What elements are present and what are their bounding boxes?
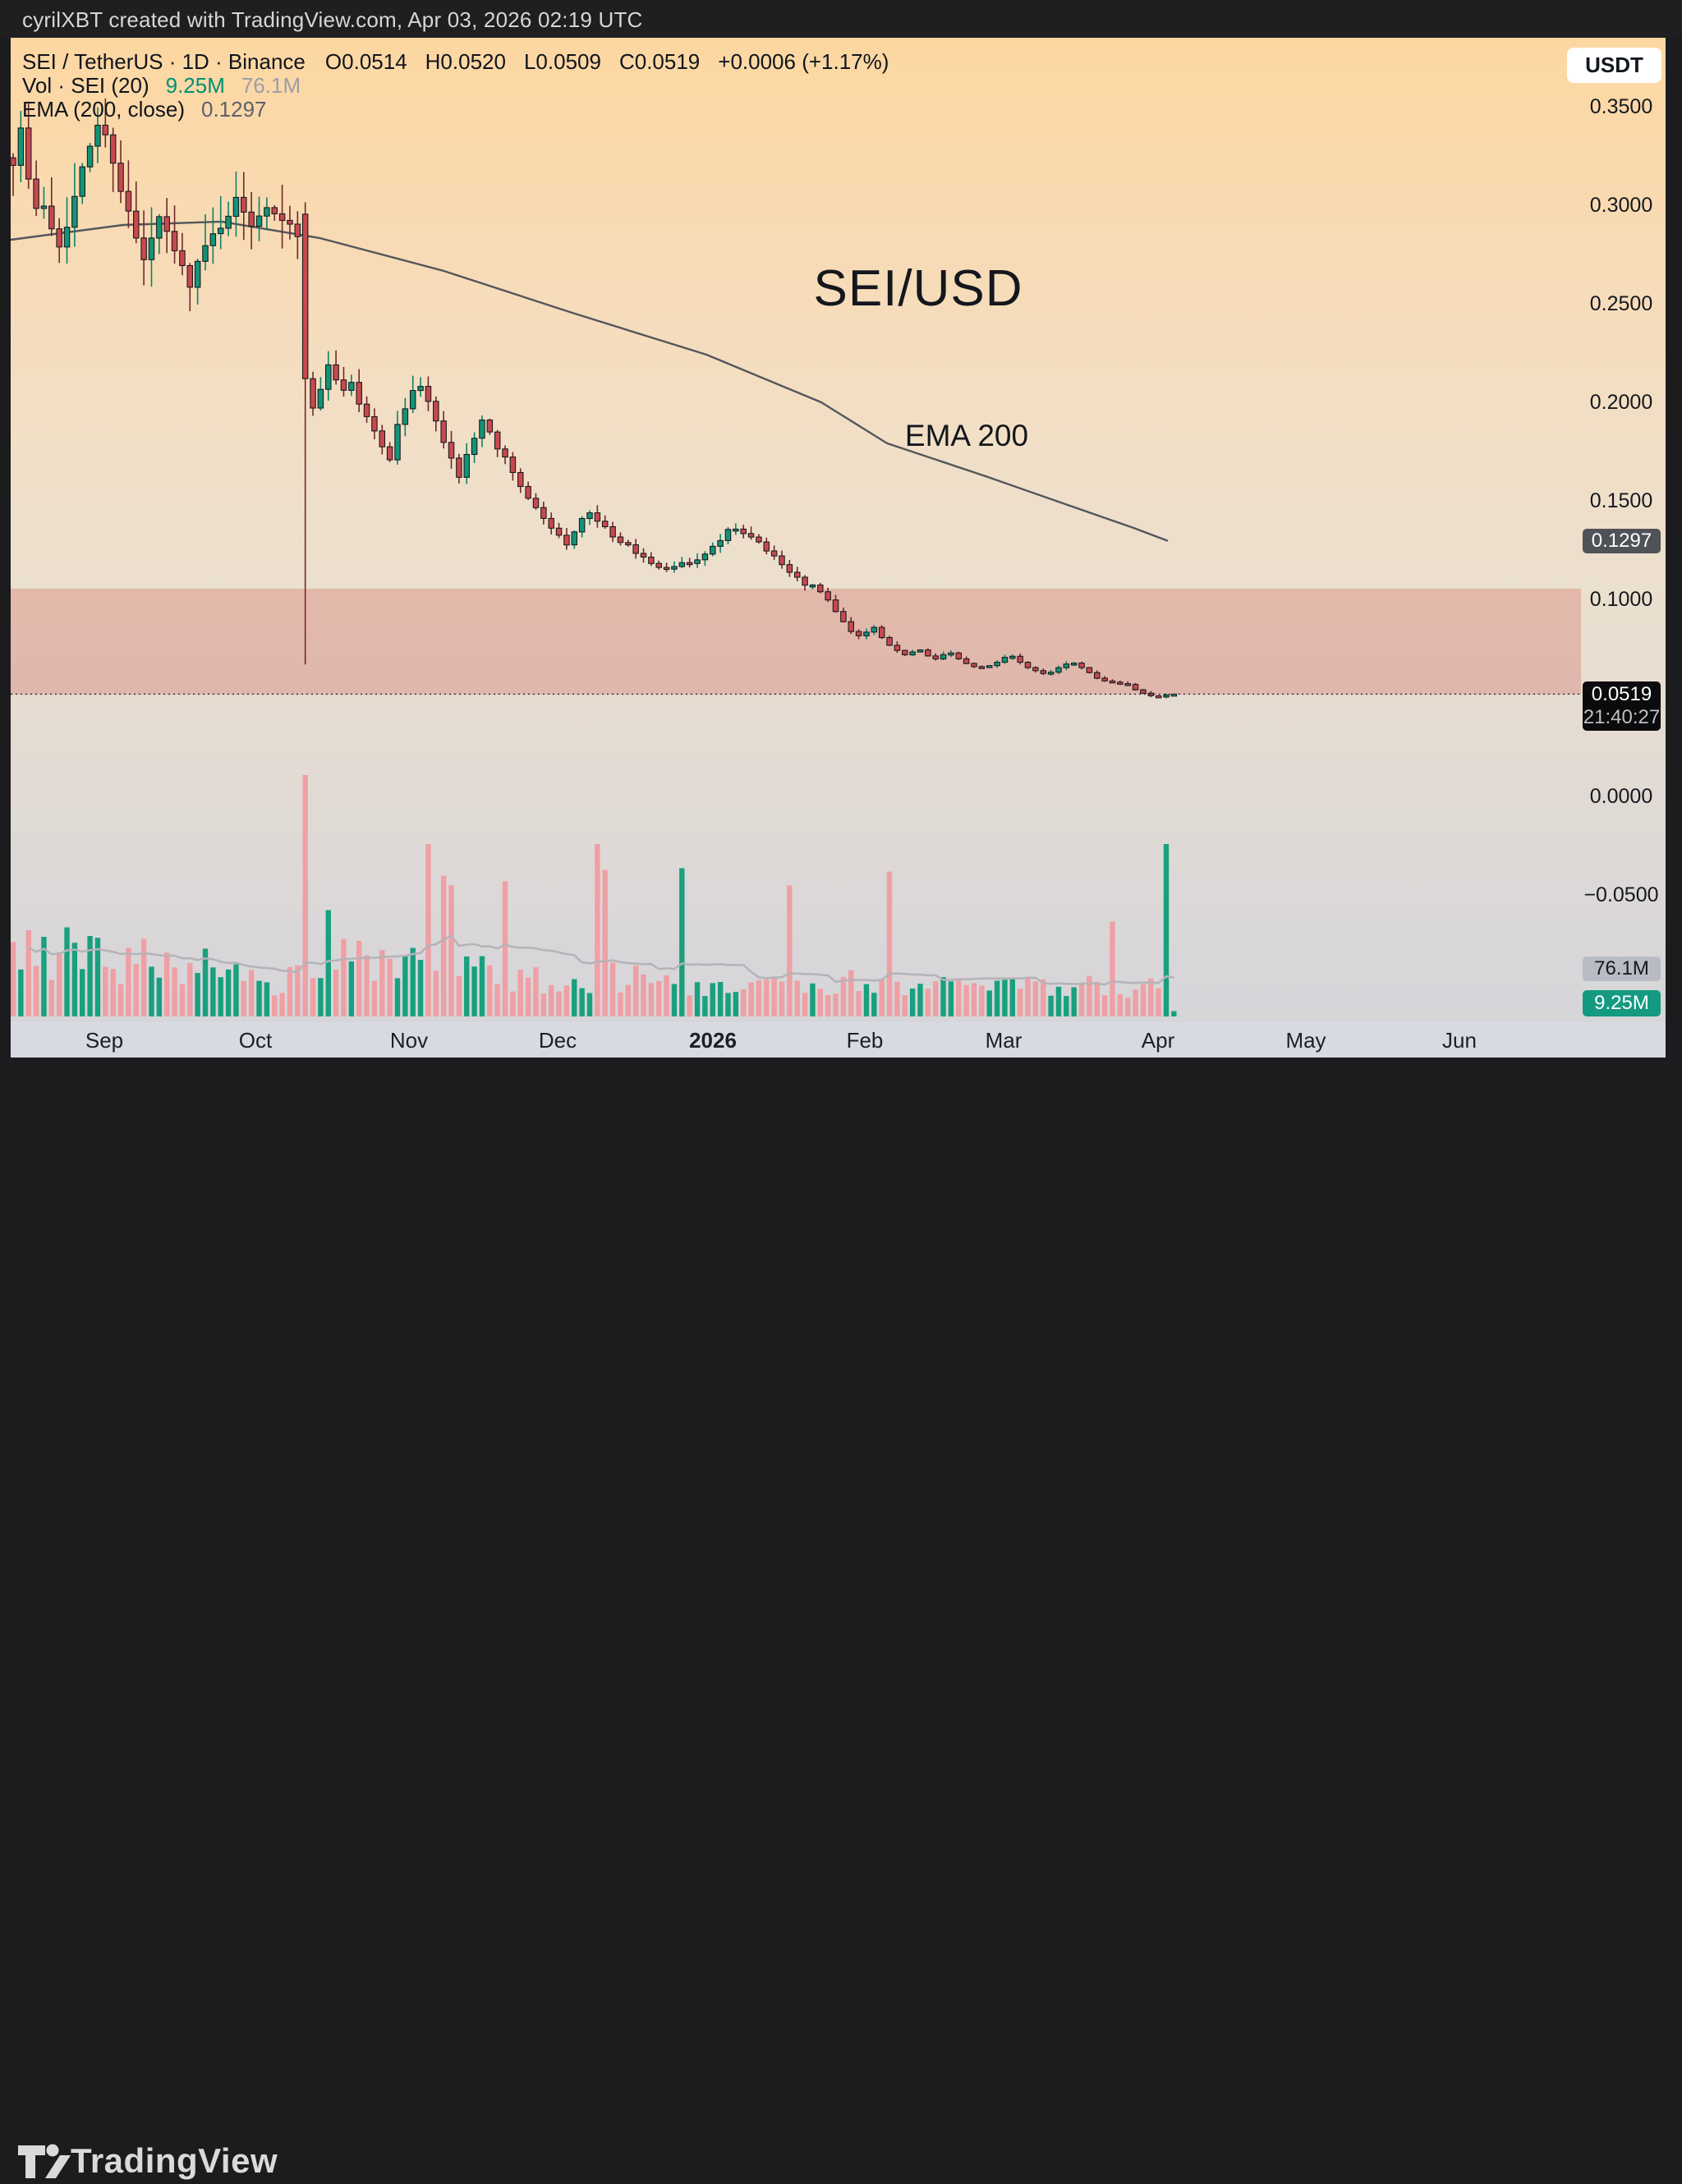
time-tick-label: Jun [1442, 1028, 1477, 1053]
price-tick-label: 0.2000 [1589, 391, 1653, 414]
chart-pane[interactable]: SEI / TetherUS · 1D · Binance O0.0514 H0.0… [11, 38, 1666, 1058]
time-tick-label: Oct [238, 1028, 273, 1053]
ohlc-values: O0.0514 H0.0520 L0.0509 C0.0519 [325, 49, 718, 74]
ohlc-item: C0.0519 [618, 49, 701, 74]
price-tick-label: 0.1500 [1589, 489, 1653, 512]
price-tick-label: 0.3500 [1589, 95, 1653, 118]
time-tick-label: Nov [389, 1028, 429, 1053]
ohlc-item: H0.0520 [425, 49, 506, 74]
time-tick-label: Dec [538, 1028, 577, 1053]
ema-price-badge: 0.1297 [1583, 529, 1661, 553]
time-tick-label: Mar [985, 1028, 1023, 1053]
ema-indicator-label: EMA (200, close) [22, 97, 185, 122]
tradingview-logo-icon [18, 2144, 71, 2178]
footer-bar: TradingView [0, 1058, 1682, 2180]
time-tick-label: Sep [85, 1028, 124, 1053]
last-price-badge: 0.0519 21:40:27 [1583, 681, 1661, 731]
tradingview-wordmark: TradingView [71, 2141, 278, 2180]
ema-current-value: 0.1297 [200, 97, 267, 122]
time-tick-label: May [1285, 1028, 1326, 1053]
volume-ma-badge: 76.1M [1583, 957, 1661, 981]
ohlc-item: O0.0514 [324, 49, 407, 74]
symbol-legend-row: SEI / TetherUS · 1D · Binance O0.0514 H0.0… [22, 49, 889, 75]
price-tick-label: 0.0000 [1589, 785, 1653, 808]
ema-legend-row: EMA (200, close) 0.1297 [22, 97, 267, 122]
price-tick-label: 0.1000 [1589, 588, 1653, 611]
volume-current-badge: 9.25M [1583, 990, 1661, 1016]
ema-annotation-label: EMA 200 [904, 419, 1029, 452]
attribution-bar: cyrilXBT created with TradingView.com, A… [0, 0, 1682, 38]
volume-legend-row: Vol · SEI (20) 9.25M 76.1M [22, 73, 301, 99]
symbol-title: SEI / TetherUS · 1D · Binance [22, 49, 306, 74]
time-tick-label: 2026 [689, 1028, 737, 1053]
time-scale[interactable]: Sep Oct Nov Dec 2026 Feb Mar Apr May Jun [11, 1022, 1666, 1058]
price-tick-label: 0.3000 [1589, 194, 1653, 217]
volume-ma-value: 76.1M [241, 73, 301, 98]
pair-watermark-label: SEI/USD [813, 260, 1023, 317]
time-tick-label: Feb [846, 1028, 884, 1053]
support-zone-highlight [11, 589, 1581, 695]
currency-toggle-button[interactable]: USDT [1567, 48, 1661, 83]
volume-current-value: 9.25M [165, 73, 225, 98]
bar-countdown: 21:40:27 [1583, 706, 1661, 728]
change-value: +0.0006 (+1.17%) [718, 49, 889, 74]
time-tick-label: Apr [1141, 1028, 1175, 1053]
price-tick-label: 0.2500 [1589, 292, 1653, 315]
volume-indicator-label: Vol · SEI (20) [22, 73, 149, 98]
ohlc-item: L0.0509 [523, 49, 601, 74]
last-price-value: 0.0519 [1591, 683, 1652, 705]
chart-canvas[interactable] [11, 38, 1666, 1058]
price-tick-label: −0.0500 [1583, 883, 1659, 906]
attribution-text: cyrilXBT created with TradingView.com, A… [22, 7, 643, 32]
